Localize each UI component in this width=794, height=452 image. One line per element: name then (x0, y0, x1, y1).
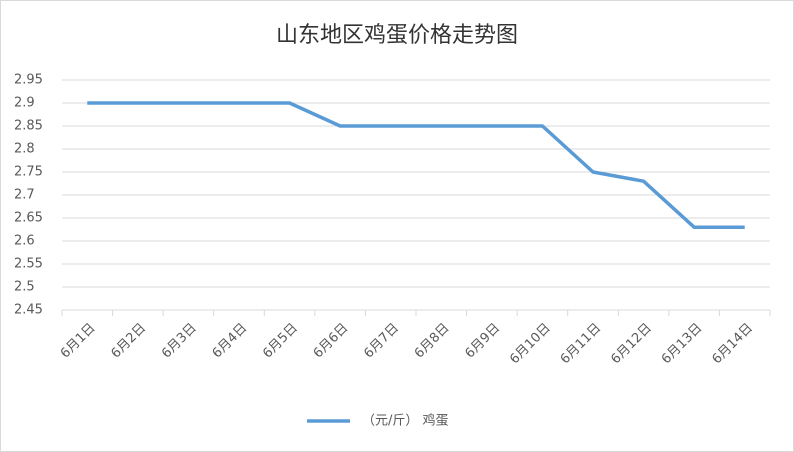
y-tick-label: 2.45 (14, 303, 43, 318)
y-tick-label: 2.55 (14, 257, 43, 272)
y-tick-label: 2.75 (14, 165, 43, 180)
y-tick-label: 2.65 (14, 211, 43, 226)
y-tick-label: 2.8 (14, 142, 35, 157)
y-tick-label: 2.85 (14, 119, 43, 134)
chart-title: 山东地区鸡蛋价格走势图 (276, 23, 518, 48)
y-tick-label: 2.95 (14, 73, 43, 88)
y-tick-label: 2.7 (14, 188, 35, 203)
y-tick-label: 2.6 (14, 234, 35, 249)
data-line (87, 101, 745, 229)
legend-label: （元/斤） 鸡蛋 (362, 413, 449, 429)
y-tick-label: 2.9 (14, 96, 35, 111)
y-tick-label: 2.5 (14, 280, 35, 295)
